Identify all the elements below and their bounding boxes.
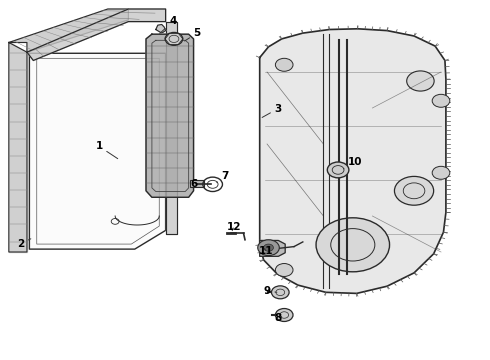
Circle shape [275, 309, 293, 321]
Polygon shape [27, 9, 166, 60]
Text: 6: 6 [190, 179, 197, 189]
Text: 10: 10 [343, 157, 363, 169]
Text: 2: 2 [17, 239, 31, 249]
Polygon shape [9, 42, 27, 252]
Circle shape [394, 176, 434, 205]
Circle shape [432, 94, 450, 107]
Polygon shape [9, 9, 128, 52]
Text: 1: 1 [96, 141, 118, 159]
Circle shape [264, 244, 273, 251]
Text: 12: 12 [226, 222, 241, 232]
Text: 8: 8 [274, 313, 282, 323]
Polygon shape [146, 34, 194, 197]
Circle shape [275, 58, 293, 71]
Bar [190, 180, 204, 187]
Circle shape [327, 162, 349, 178]
Text: 5: 5 [185, 28, 201, 41]
Text: 3: 3 [262, 104, 282, 117]
Circle shape [432, 166, 450, 179]
Polygon shape [260, 240, 285, 256]
Circle shape [258, 240, 279, 256]
Polygon shape [29, 53, 166, 249]
Text: 4: 4 [160, 17, 176, 33]
Polygon shape [260, 29, 446, 293]
Polygon shape [156, 24, 166, 33]
Circle shape [271, 286, 289, 299]
Polygon shape [166, 22, 177, 234]
Text: 9: 9 [264, 286, 277, 296]
Circle shape [275, 264, 293, 276]
Circle shape [316, 218, 390, 272]
Circle shape [407, 71, 434, 91]
Text: 11: 11 [259, 246, 273, 256]
Circle shape [165, 32, 183, 45]
Text: 7: 7 [217, 171, 229, 183]
